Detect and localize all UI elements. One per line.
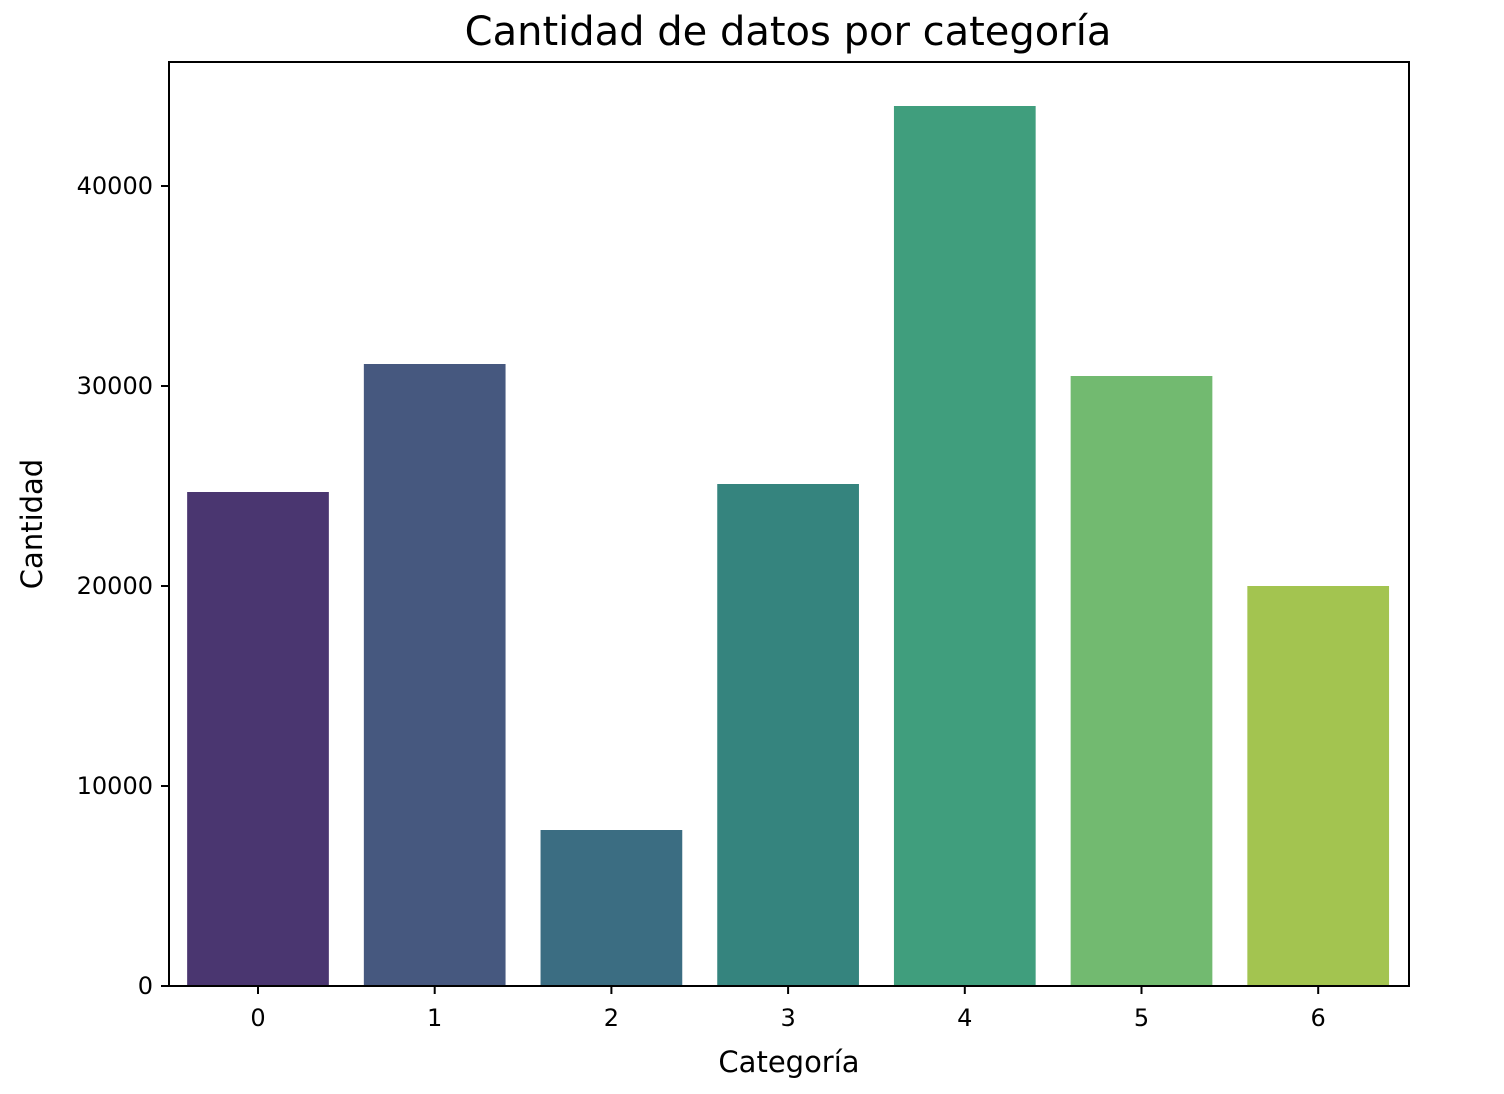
y-tick-label-10000: 10000 bbox=[77, 772, 153, 800]
bar-1 bbox=[363, 364, 506, 986]
bar-2 bbox=[540, 830, 683, 986]
x-axis-label: Categoría bbox=[718, 1045, 859, 1079]
y-tick-label-20000: 20000 bbox=[77, 572, 153, 600]
bar-0 bbox=[187, 492, 329, 986]
plot-frame bbox=[168, 61, 1410, 987]
x-tick-label-1: 1 bbox=[427, 1004, 442, 1032]
bar-3 bbox=[717, 484, 859, 986]
x-axis-ticks: 0 1 2 3 4 5 6 bbox=[250, 986, 1326, 1032]
y-tick-label-40000: 40000 bbox=[77, 172, 153, 200]
chart-title: Cantidad de datos por categoría bbox=[465, 9, 1112, 55]
bars-group bbox=[187, 106, 1390, 986]
x-tick-label-4: 4 bbox=[957, 1004, 972, 1032]
x-tick-label-3: 3 bbox=[780, 1004, 795, 1032]
y-axis-label: Cantidad bbox=[15, 459, 49, 589]
bar-4 bbox=[893, 106, 1036, 986]
bar-6 bbox=[1247, 586, 1390, 986]
x-tick-label-5: 5 bbox=[1134, 1004, 1149, 1032]
bar-5 bbox=[1070, 376, 1213, 986]
x-tick-label-2: 2 bbox=[604, 1004, 619, 1032]
x-tick-label-6: 6 bbox=[1311, 1004, 1326, 1032]
x-tick-label-0: 0 bbox=[250, 1004, 265, 1032]
y-tick-label-0: 0 bbox=[138, 972, 153, 1000]
y-axis-ticks: 0 10000 20000 30000 40000 bbox=[77, 172, 169, 1000]
y-tick-label-30000: 30000 bbox=[77, 372, 153, 400]
